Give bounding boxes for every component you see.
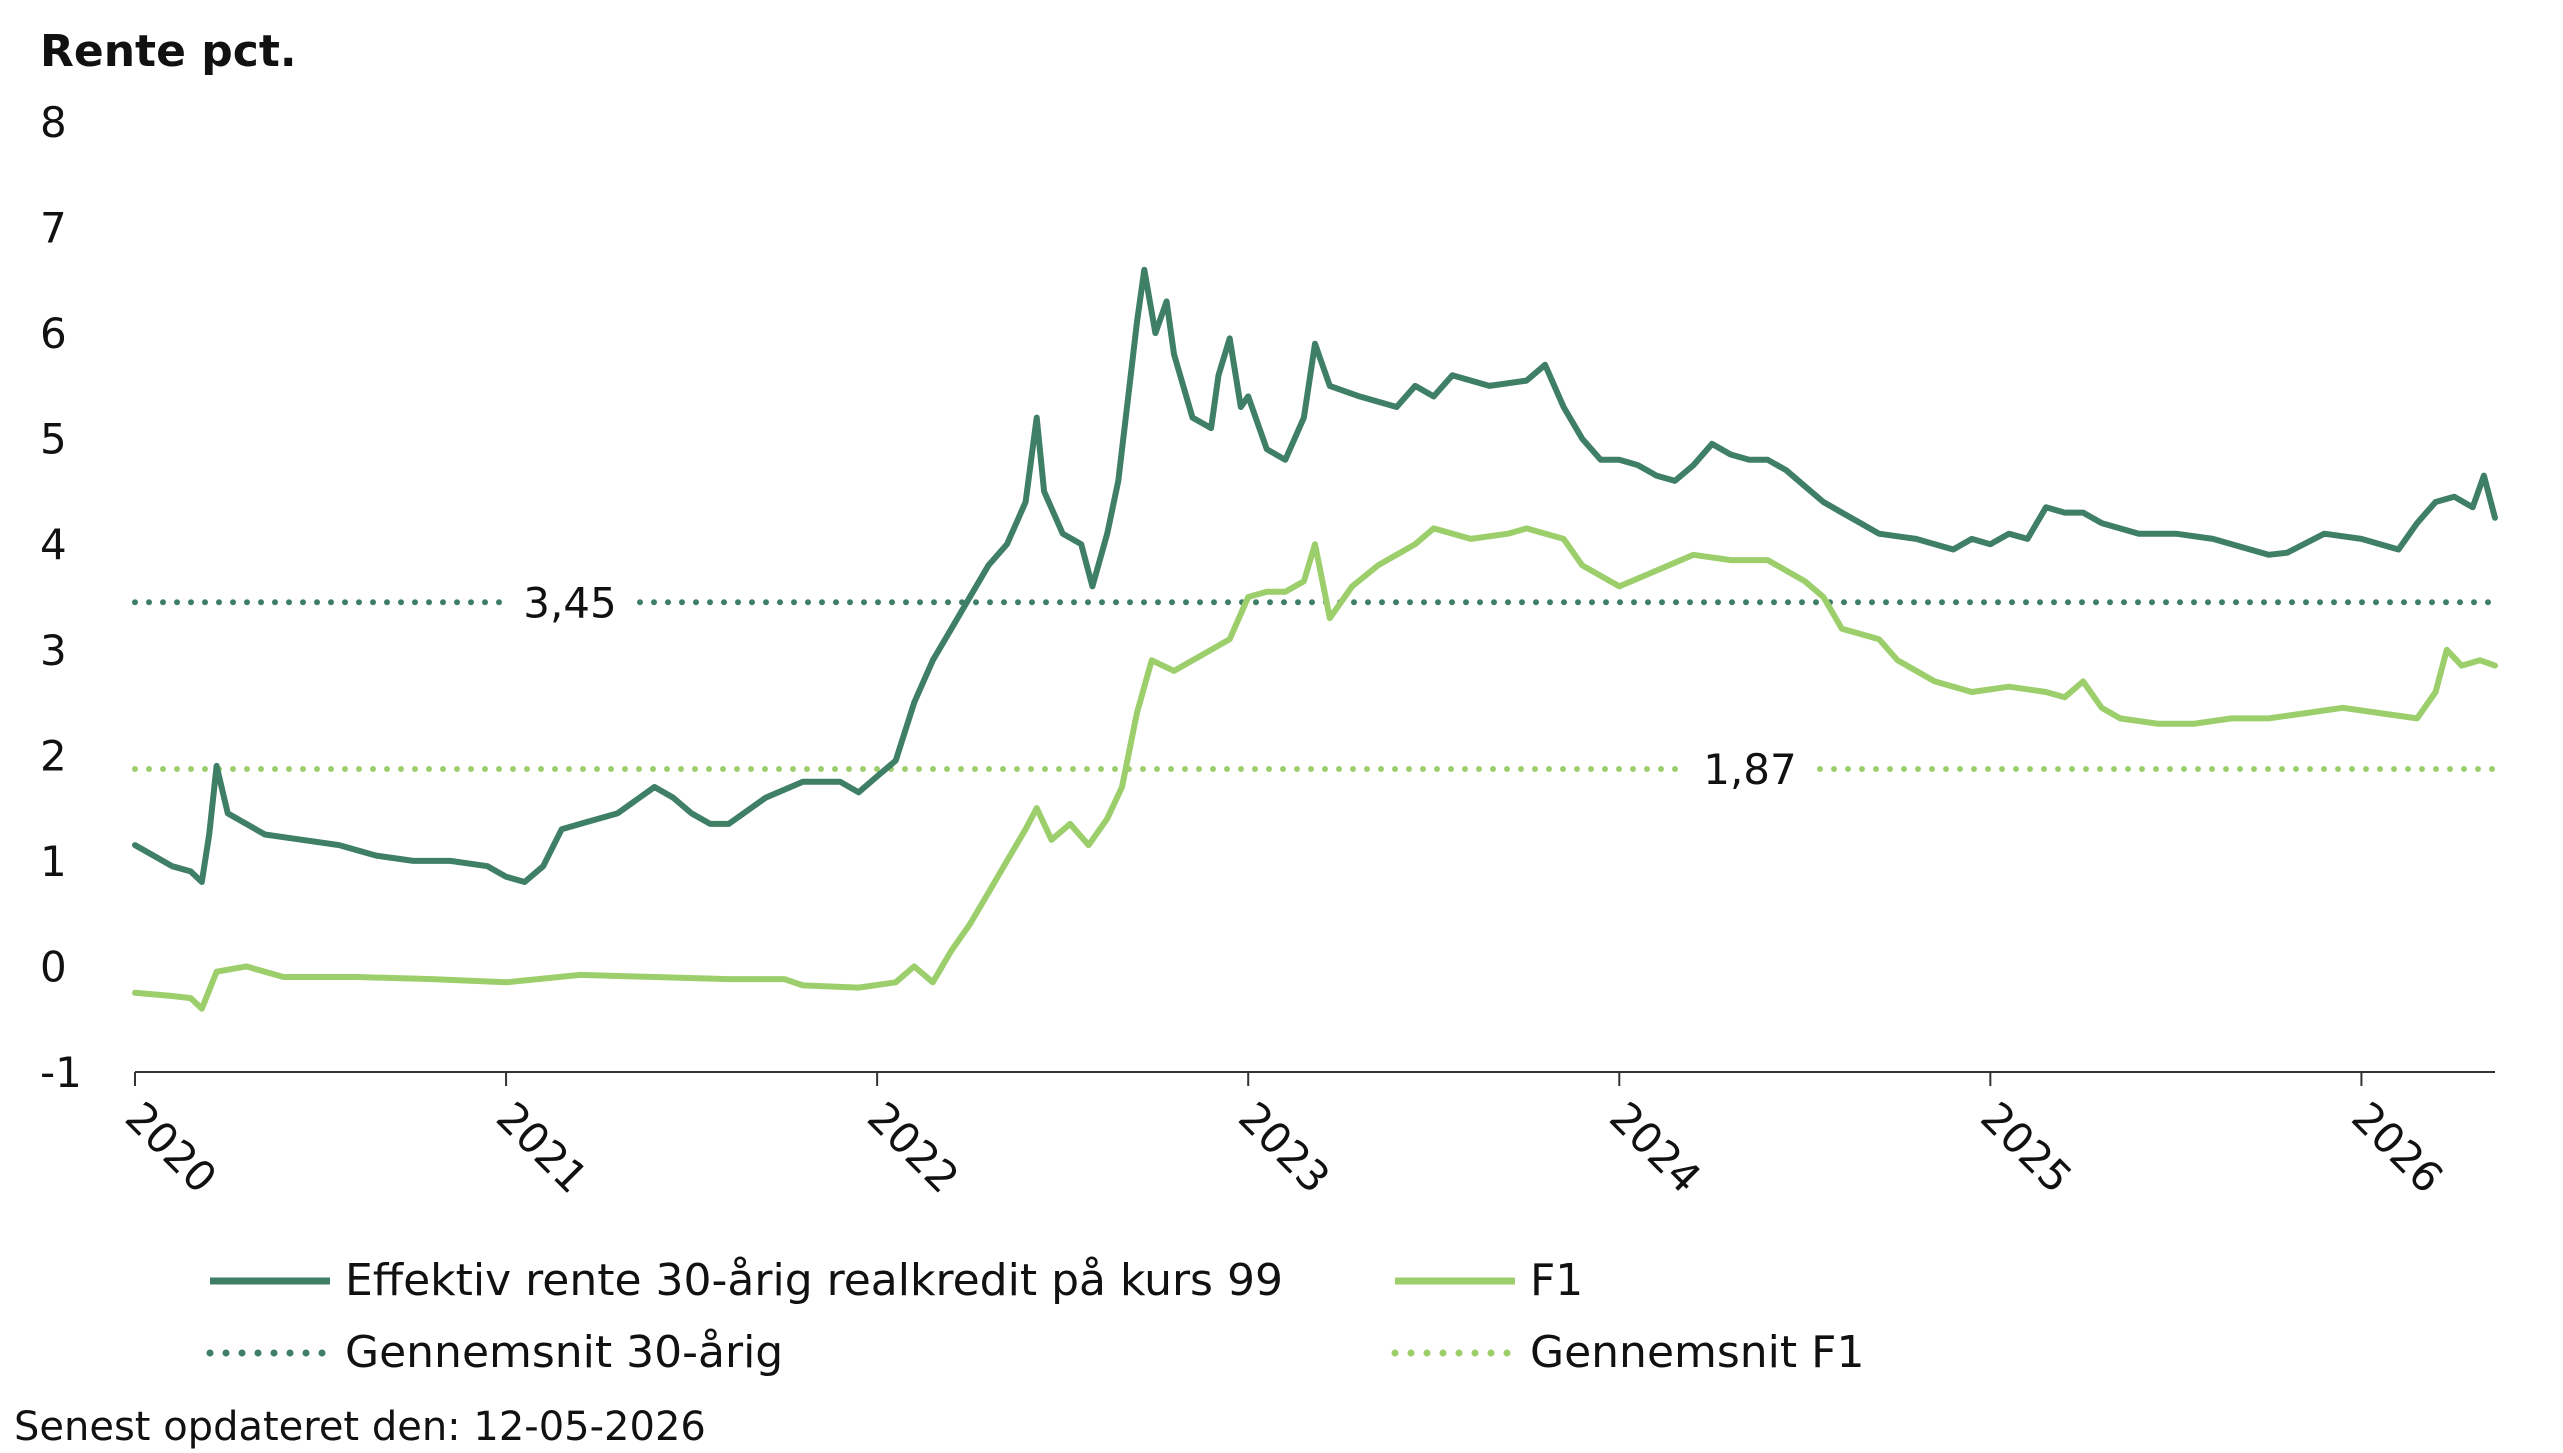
x-axis: 2020 2021 2022 2023 2024 2025 2026: [116, 1071, 2495, 1203]
footer-updated: Senest opdateret den: 12-05-2026: [14, 1404, 706, 1450]
legend-label: Gennemsnit 30-årig: [345, 1327, 783, 1378]
y-tick-label: 4: [40, 520, 67, 569]
series-lines: [132, 266, 2498, 1012]
y-tick-label: 3: [40, 626, 67, 675]
series-line-1: [132, 525, 2498, 1012]
x-tick-label: 2025: [1971, 1092, 2081, 1202]
y-tick-label: 8: [40, 98, 67, 147]
legend-label: Effektiv rente 30-årig realkredit på kur…: [345, 1255, 1283, 1306]
legend-label: F1: [1530, 1255, 1583, 1306]
x-tick-label: 2024: [1600, 1092, 1710, 1202]
legend-label: Gennemsnit F1: [1530, 1327, 1864, 1378]
legend: Effektiv rente 30-årig realkredit på kur…: [206, 1255, 1864, 1378]
reference-line-label: 3,45: [523, 578, 617, 627]
x-tick-label: 2022: [858, 1092, 968, 1202]
y-tick-label: 1: [40, 837, 67, 886]
y-ticks: 8 7 6 5 4 3 2 1 0 -1: [40, 98, 82, 1097]
y-tick-label: 0: [40, 942, 67, 991]
y-tick-label: 2: [40, 731, 67, 780]
x-tick-label: 2020: [116, 1092, 226, 1202]
series-line-0: [132, 266, 2498, 885]
x-tick-label: 2023: [1229, 1092, 1339, 1202]
reference-line-label: 1,87: [1703, 745, 1797, 794]
y-tick-label: 7: [40, 204, 67, 253]
y-tick-label: -1: [40, 1048, 82, 1097]
y-tick-label: 6: [40, 309, 67, 358]
y-tick-label: 5: [40, 415, 67, 464]
x-tick-label: 2026: [2342, 1092, 2452, 1202]
reference-lines: 3,45 1,87: [132, 578, 2498, 794]
y-axis-title: Rente pct.: [40, 26, 297, 77]
x-tick-label: 2021: [487, 1092, 597, 1202]
